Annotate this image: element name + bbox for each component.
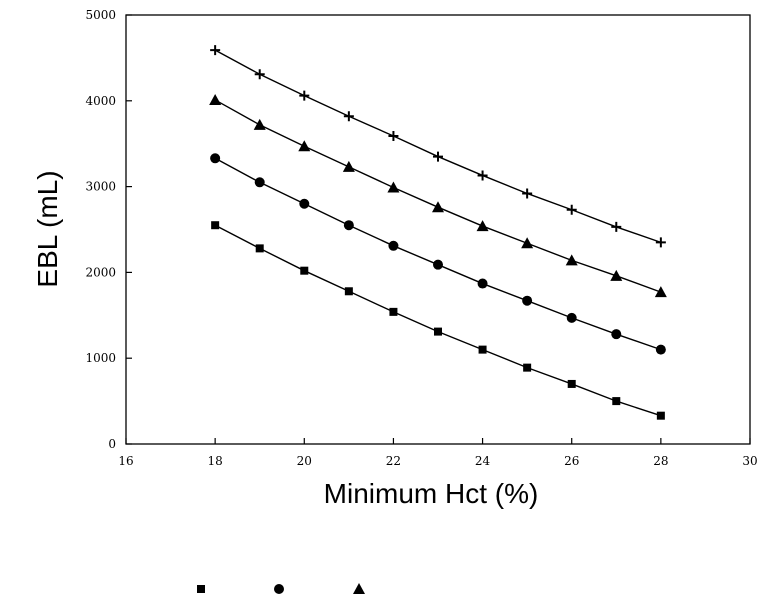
data-point-triangle bbox=[387, 181, 400, 193]
series-circle bbox=[210, 153, 666, 355]
series-triangle bbox=[209, 93, 667, 298]
legend bbox=[197, 583, 365, 594]
series-line-plus bbox=[214, 49, 662, 244]
data-point-circle bbox=[566, 312, 577, 323]
data-point-square bbox=[300, 266, 309, 275]
y-tick-label: 3000 bbox=[85, 180, 116, 194]
y-tick-label: 5000 bbox=[85, 8, 116, 22]
data-point-plus bbox=[611, 221, 622, 232]
series-plus bbox=[210, 45, 666, 248]
y-tick-label: 4000 bbox=[85, 94, 116, 108]
data-point-circle bbox=[655, 344, 666, 355]
data-point-triangle bbox=[654, 286, 667, 298]
legend-marker-triangle bbox=[353, 583, 365, 594]
data-point-triangle bbox=[476, 220, 489, 232]
x-tick-label: 18 bbox=[208, 454, 223, 468]
series-layer bbox=[209, 45, 667, 420]
data-point-circle bbox=[433, 259, 443, 270]
data-point-plus bbox=[210, 45, 221, 56]
x-tick-label: 30 bbox=[742, 454, 757, 468]
x-tick-label: 20 bbox=[297, 454, 312, 468]
data-point-square bbox=[567, 379, 576, 388]
x-tick-label: 28 bbox=[653, 454, 668, 468]
data-point-plus bbox=[388, 130, 399, 141]
x-tick-label: 26 bbox=[564, 454, 579, 468]
x-tick-label: 22 bbox=[386, 454, 401, 468]
y-axis-title: EBL (mL) bbox=[32, 170, 63, 287]
series-line-square bbox=[214, 224, 662, 417]
data-point-circle bbox=[477, 278, 488, 289]
data-point-square bbox=[389, 307, 398, 316]
data-point-square bbox=[211, 221, 220, 230]
data-point-circle bbox=[254, 177, 265, 188]
data-point-square bbox=[434, 327, 442, 336]
x-axis-ticks: 16 18 20 22 24 26 28 30 bbox=[118, 438, 758, 468]
data-point-square bbox=[612, 397, 621, 406]
data-point-triangle bbox=[209, 93, 222, 105]
data-point-triangle bbox=[432, 201, 444, 213]
data-point-plus bbox=[343, 111, 354, 122]
data-point-square bbox=[344, 287, 353, 296]
data-point-plus bbox=[477, 170, 488, 181]
data-point-square bbox=[478, 345, 487, 354]
series-line-circle bbox=[214, 157, 662, 351]
data-point-square bbox=[523, 363, 532, 372]
legend-marker-square bbox=[197, 585, 205, 593]
data-point-plus bbox=[566, 204, 577, 215]
x-tick-label: 24 bbox=[475, 454, 491, 468]
data-point-square bbox=[255, 244, 264, 253]
y-axis-ticks: 0 1000 2000 3000 4000 5000 bbox=[85, 8, 132, 451]
x-tick-label: 16 bbox=[118, 454, 133, 468]
data-point-circle bbox=[343, 220, 354, 231]
series-square bbox=[211, 221, 665, 420]
y-tick-label: 0 bbox=[108, 437, 116, 451]
data-point-triangle bbox=[521, 237, 534, 249]
data-point-plus bbox=[433, 151, 443, 162]
data-point-circle bbox=[522, 295, 533, 306]
data-point-circle bbox=[611, 329, 622, 340]
data-point-plus bbox=[522, 188, 533, 199]
data-point-triangle bbox=[610, 269, 623, 281]
data-point-triangle bbox=[298, 140, 311, 152]
plot-frame bbox=[125, 14, 751, 445]
data-point-triangle bbox=[565, 254, 578, 266]
data-point-plus bbox=[254, 69, 265, 80]
data-point-circle bbox=[210, 153, 221, 164]
data-point-triangle bbox=[253, 118, 266, 130]
x-axis-title: Minimum Hct (%) bbox=[324, 478, 539, 509]
data-point-circle bbox=[299, 198, 310, 209]
y-tick-label: 1000 bbox=[85, 351, 116, 365]
legend-marker-circle bbox=[274, 584, 284, 594]
data-point-plus bbox=[655, 237, 666, 248]
y-tick-label: 2000 bbox=[85, 265, 116, 279]
data-point-square bbox=[656, 411, 665, 420]
data-point-circle bbox=[388, 240, 399, 251]
data-point-plus bbox=[299, 90, 310, 101]
data-point-triangle bbox=[342, 160, 355, 172]
